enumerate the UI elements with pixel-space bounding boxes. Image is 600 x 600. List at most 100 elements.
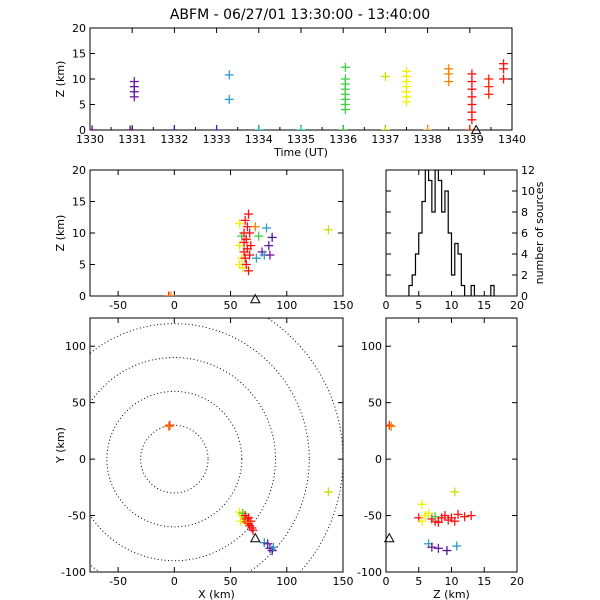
y-tick-label: 100 bbox=[361, 340, 382, 353]
plot-frame bbox=[89, 169, 344, 297]
source-point bbox=[244, 266, 254, 276]
source-point bbox=[499, 74, 509, 84]
histogram-bin bbox=[409, 286, 412, 297]
x-tick-label: 10 bbox=[445, 575, 459, 588]
source-point bbox=[264, 241, 274, 251]
y-axis-label: number of sources bbox=[533, 181, 546, 284]
source-point bbox=[242, 222, 252, 232]
x-tick-label: 0 bbox=[171, 299, 178, 312]
x-tick-label: -50 bbox=[109, 299, 127, 312]
histogram-bin bbox=[452, 275, 455, 296]
source-point bbox=[467, 69, 477, 79]
panel-time-height: 1330 1331 1332 1333 1334 1335 1336 1337 1338 1339… bbox=[54, 22, 526, 159]
plot-area bbox=[408, 170, 495, 297]
source-point bbox=[465, 125, 475, 130]
x-tick-label: 1332 bbox=[160, 133, 188, 146]
source-point bbox=[467, 92, 477, 102]
histogram-bin bbox=[458, 254, 461, 296]
y-tick-label: 0 bbox=[79, 124, 86, 137]
source-point bbox=[380, 71, 390, 81]
plot-area bbox=[164, 209, 333, 296]
source-point bbox=[484, 89, 494, 99]
range-ring bbox=[90, 357, 277, 562]
y-tick-label: 2 bbox=[521, 269, 528, 282]
station-triangle bbox=[249, 532, 261, 543]
source-point bbox=[484, 74, 494, 84]
histogram-bin bbox=[455, 244, 458, 297]
histogram-bin bbox=[419, 233, 422, 296]
source-point bbox=[245, 228, 255, 238]
source-point bbox=[467, 100, 477, 109]
y-tick-label: 100 bbox=[65, 340, 86, 353]
station-triangle bbox=[249, 293, 261, 304]
x-tick-label: 150 bbox=[333, 299, 354, 312]
x-tick-label: 0 bbox=[383, 575, 390, 588]
source-point bbox=[466, 511, 476, 521]
source-point bbox=[224, 70, 234, 80]
x-tick-label: 0 bbox=[383, 299, 390, 312]
histogram-bin bbox=[445, 191, 448, 296]
source-point bbox=[380, 125, 390, 130]
histogram-bin bbox=[435, 170, 438, 296]
source-point bbox=[244, 518, 254, 528]
y-axis-label: Z (km) bbox=[54, 61, 67, 98]
source-point bbox=[245, 250, 255, 260]
y-axis-label: Y (km) bbox=[54, 427, 67, 464]
figure-title: ABFM - 06/27/01 13:30:00 - 13:40:00 bbox=[170, 7, 430, 23]
y-tick-label: 20 bbox=[72, 22, 86, 35]
y-tick-label: 50 bbox=[72, 397, 86, 410]
y-tick-label: 0 bbox=[521, 290, 528, 303]
x-axis-label: Z (km) bbox=[433, 588, 470, 600]
x-tick-label: 1333 bbox=[203, 133, 231, 146]
source-point bbox=[296, 125, 306, 130]
y-tick-label: 4 bbox=[521, 248, 528, 261]
x-tick-label: 15 bbox=[477, 575, 491, 588]
y-tick-label: 5 bbox=[79, 99, 86, 112]
source-point bbox=[440, 511, 450, 521]
histogram-bin bbox=[438, 181, 441, 297]
source-point bbox=[424, 508, 434, 518]
histogram-bin bbox=[491, 286, 494, 297]
source-point bbox=[442, 546, 452, 556]
plot-area bbox=[386, 420, 476, 556]
y-tick-label: 6 bbox=[521, 227, 528, 240]
x-tick-label: 20 bbox=[510, 299, 524, 312]
y-tick-label: -100 bbox=[61, 566, 86, 579]
y-tick-label: 5 bbox=[79, 259, 86, 272]
source-point bbox=[460, 512, 470, 522]
source-point bbox=[265, 250, 275, 260]
source-point bbox=[323, 225, 333, 235]
source-point bbox=[467, 77, 477, 87]
panel-z-y: 0 5 10 15 20 -100 -50 0 50 100 Z (km) bbox=[357, 317, 524, 600]
source-point bbox=[417, 499, 427, 509]
x-tick-label: 100 bbox=[276, 299, 297, 312]
source-point bbox=[386, 421, 396, 431]
source-point bbox=[125, 125, 135, 130]
y-tick-label: 50 bbox=[368, 397, 382, 410]
x-tick-label: 1340 bbox=[498, 133, 526, 146]
x-tick-label: 10 bbox=[445, 299, 459, 312]
source-point bbox=[450, 516, 460, 526]
source-point bbox=[129, 77, 139, 87]
y-tick-label: 0 bbox=[375, 453, 382, 466]
source-point bbox=[247, 523, 257, 533]
station-triangle bbox=[470, 124, 482, 135]
source-point bbox=[467, 115, 477, 125]
x-tick-label: 5 bbox=[415, 299, 422, 312]
y-tick-label: -50 bbox=[364, 510, 382, 523]
x-tick-label: 50 bbox=[224, 575, 238, 588]
y-tick-label: 15 bbox=[72, 48, 86, 61]
x-tick-label: 1339 bbox=[456, 133, 484, 146]
x-tick-label: 20 bbox=[510, 575, 524, 588]
x-tick-label: 100 bbox=[276, 575, 297, 588]
source-point bbox=[235, 219, 245, 229]
x-tick-label: 1336 bbox=[329, 133, 357, 146]
x-tick-label: -50 bbox=[109, 575, 127, 588]
x-tick-label: 1337 bbox=[371, 133, 399, 146]
y-tick-label: 20 bbox=[72, 164, 86, 177]
source-point bbox=[453, 509, 463, 519]
source-point bbox=[246, 241, 256, 251]
panel-x-z: -50 0 50 100 150 0 5 10 15 20 Z (km) bbox=[54, 164, 354, 312]
